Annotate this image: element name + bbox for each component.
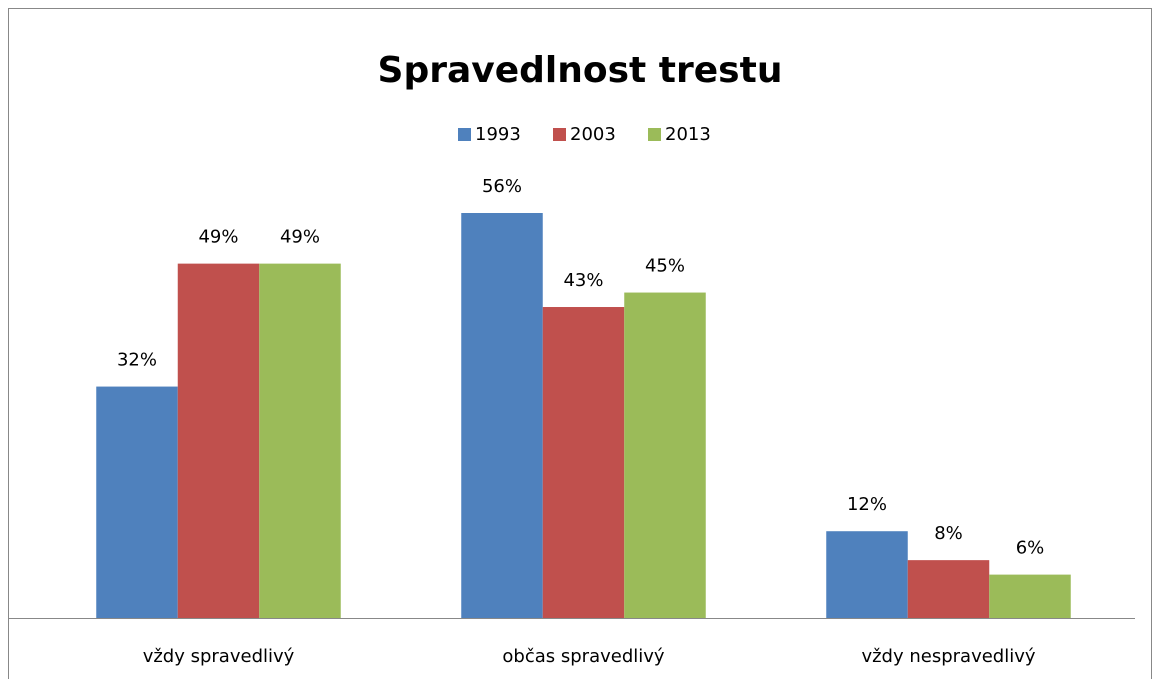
bar (177, 263, 260, 618)
data-label: 49% (198, 227, 238, 248)
x-tick-label: občas spravedlivý (502, 646, 665, 667)
x-tick-label: vždy spravedlivý (143, 646, 295, 667)
data-label: 12% (847, 494, 887, 515)
legend-label: 1993 (475, 124, 521, 145)
data-label: 45% (645, 256, 685, 277)
legend-swatch (648, 128, 661, 141)
legend-swatch (458, 128, 471, 141)
bar (259, 263, 341, 618)
bar (542, 307, 625, 618)
bar (907, 560, 990, 618)
data-label: 6% (1016, 538, 1045, 559)
chart-title: Spravedlnost trestu (378, 50, 783, 91)
bar (826, 531, 908, 618)
data-label: 43% (563, 270, 603, 291)
data-label: 32% (117, 350, 157, 371)
bar (96, 386, 178, 618)
legend-label: 2003 (570, 124, 616, 145)
legend-swatch (553, 128, 566, 141)
bar (624, 292, 706, 618)
bar (461, 213, 543, 618)
legend-label: 2013 (665, 124, 711, 145)
data-label: 49% (280, 227, 320, 248)
data-label: 56% (482, 176, 522, 197)
bar (989, 574, 1071, 618)
x-tick-label: vždy nespravedlivý (861, 646, 1035, 667)
data-label: 8% (934, 523, 963, 544)
